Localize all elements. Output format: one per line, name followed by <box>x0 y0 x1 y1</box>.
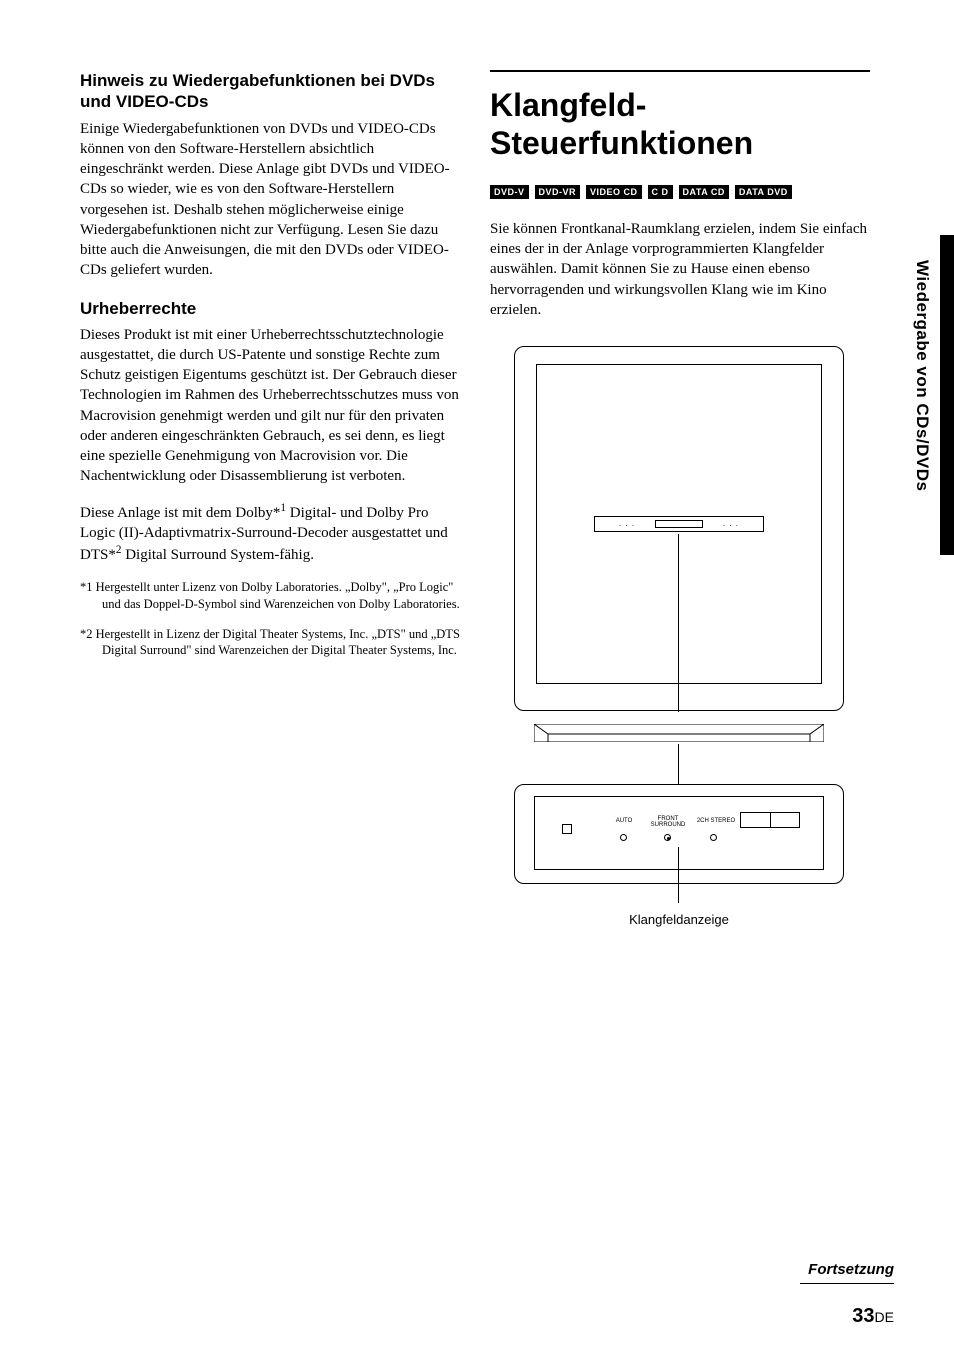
page-number-value: 33 <box>852 1305 874 1327</box>
slot-dots-left: . . . <box>619 519 635 528</box>
side-tab-marker <box>940 235 954 555</box>
badge-data-cd: DATA CD <box>679 185 729 199</box>
right-column: Klangfeld-Steuerfunktionen DVD-V DVD-VR … <box>490 70 870 927</box>
footnote-2: *2 Hergestellt in Lizenz der Digital The… <box>80 626 460 659</box>
slot-dots-right: . . . <box>723 519 739 528</box>
continuation-label: Fortsetzung <box>808 1261 894 1278</box>
diagram-base-panel <box>534 796 824 870</box>
diagram-caption: Klangfeldanzeige <box>514 912 844 927</box>
badge-dvd-v: DVD-V <box>490 185 529 199</box>
text-dolby-a: Diese Anlage ist mit dem Dolby* <box>80 505 280 521</box>
diagram-tray <box>534 724 824 742</box>
badge-dvd-vr: DVD-VR <box>535 185 581 199</box>
page-number-suffix: DE <box>875 1309 894 1325</box>
paragraph-dolby-dts: Diese Anlage ist mit dem Dolby*1 Digital… <box>80 501 460 566</box>
diagram-stem-middle <box>678 744 679 784</box>
format-badges: DVD-V DVD-VR VIDEO CD C D DATA CD DATA D… <box>490 185 870 199</box>
badge-data-dvd: DATA DVD <box>735 185 792 199</box>
mode-indicator-front-surround <box>664 834 671 841</box>
diagram-disc-slot: . . . . . . <box>594 516 764 532</box>
section-title: Klangfeld-Steuerfunktionen <box>490 70 870 163</box>
side-tab-label: Wiedergabe von CDs/DVDs <box>912 260 932 491</box>
device-diagram: . . . . . . AUTO FRONTSURROUND 2CH STERE… <box>514 346 844 927</box>
mode-indicator-2ch-stereo <box>710 834 717 841</box>
mode-label-2ch-stereo: 2CH STEREO <box>692 818 740 824</box>
mode-indicator-auto <box>620 834 627 841</box>
diagram-stop-button-icon <box>562 824 572 834</box>
heading-copyright: Urheberrechte <box>80 299 460 319</box>
mode-label-front-surround: FRONTSURROUND <box>646 816 690 828</box>
text-dolby-c: Digital Surround System-fähig. <box>121 547 313 563</box>
left-column: Hinweis zu Wiedergabefunktionen bei DVDs… <box>80 70 460 927</box>
paragraph-playback-note: Einige Wiedergabefunktionen von DVDs und… <box>80 119 460 281</box>
diagram-slot-opening <box>655 520 703 528</box>
heading-playback-note: Hinweis zu Wiedergabefunktionen bei DVDs… <box>80 70 460 113</box>
badge-video-cd: VIDEO CD <box>586 185 642 199</box>
page-number: 33DE <box>852 1305 894 1328</box>
paragraph-copyright: Dieses Produkt ist mit einer Urheberrech… <box>80 325 460 487</box>
badge-cd: C D <box>648 185 673 199</box>
mode-label-auto: AUTO <box>606 818 642 824</box>
diagram-pointer-line <box>678 847 679 903</box>
diagram-right-buttons <box>740 812 800 828</box>
footnote-1: *1 Hergestellt unter Lizenz von Dolby La… <box>80 579 460 612</box>
paragraph-intro: Sie können Frontkanal-Raumklang erzielen… <box>490 219 870 320</box>
diagram-stem-upper <box>678 534 679 712</box>
continuation-underline <box>800 1283 894 1284</box>
